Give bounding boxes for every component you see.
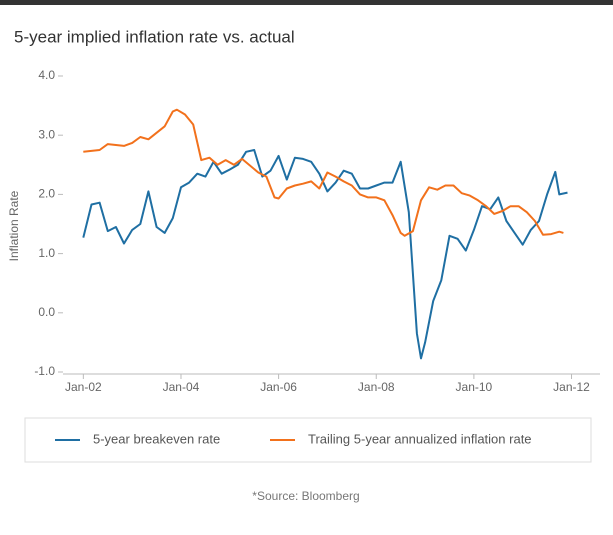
y-tick-label: 4.0 xyxy=(38,68,55,82)
x-tick-label: Jan-08 xyxy=(358,380,395,394)
legend-box xyxy=(24,417,592,463)
source-note: *Source: Bloomberg xyxy=(252,489,359,503)
x-tick-label: Jan-04 xyxy=(163,380,200,394)
y-tick-label: 1.0 xyxy=(38,246,55,260)
x-tick-label: Jan-02 xyxy=(65,380,102,394)
data-line xyxy=(82,149,568,360)
legend-label: 5-year breakeven rate xyxy=(93,431,220,446)
y-tick-label: 3.0 xyxy=(38,127,55,141)
y-axis-label: Inflation Rate xyxy=(7,190,21,261)
top-bar xyxy=(0,0,613,5)
y-tick-label: 2.0 xyxy=(38,187,55,201)
legend-label: Trailing 5-year annualized inflation rat… xyxy=(308,431,532,446)
x-tick-label: Jan-10 xyxy=(456,380,493,394)
x-tick-label: Jan-06 xyxy=(260,380,297,394)
y-tick-label: 0.0 xyxy=(38,305,55,319)
chart-title: 5-year implied inflation rate vs. actual xyxy=(14,27,295,46)
x-tick-label: Jan-12 xyxy=(553,380,590,394)
data-line xyxy=(83,108,564,237)
y-tick-label: -1.0 xyxy=(34,364,55,378)
